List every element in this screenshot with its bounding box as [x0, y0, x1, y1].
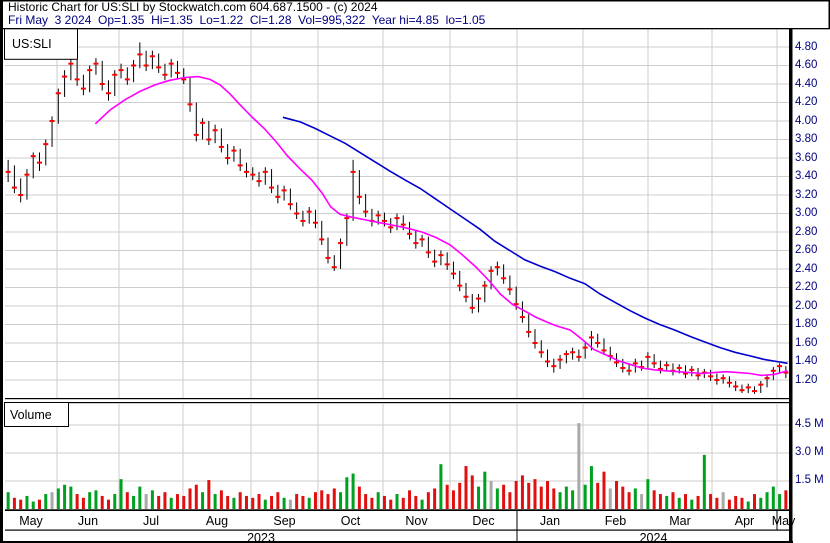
price-axis-label: 4.00: [795, 114, 818, 127]
price-axis-label: 4.40: [795, 77, 818, 90]
price-axis-label: 1.20: [795, 373, 818, 386]
quote-summary-line: Fri May 3 2024 Op=1.35 Hi=1.35 Lo=1.22 C…: [8, 13, 486, 27]
price-axis-label: 4.20: [795, 96, 818, 108]
price-axis-label: 2.40: [795, 262, 818, 275]
header-title: Historic Chart for US:SLI by Stockwatch.…: [8, 0, 378, 14]
price-axis-label: 1.80: [795, 318, 818, 330]
ohlc-bars: [5, 42, 789, 394]
price-axis-label: 2.00: [795, 299, 818, 312]
month-label: May: [771, 513, 796, 528]
symbol-label: US:SLI: [12, 37, 52, 51]
month-label: Feb: [604, 513, 627, 528]
month-label: Jul: [143, 513, 159, 528]
volume-bars: [6, 423, 788, 509]
year-label: 2024: [639, 530, 668, 543]
moving-average-lines: [94, 75, 788, 377]
month-label: Aug: [205, 513, 229, 528]
price-axis-label: 2.60: [795, 244, 818, 256]
price-axis-label: 1.40: [795, 355, 818, 367]
month-label: Apr: [734, 513, 755, 528]
month-label: Jan: [539, 513, 561, 528]
price-axis-label: 4.60: [795, 59, 818, 71]
price-axis-label: 2.20: [795, 281, 818, 293]
grid-lines: [5, 29, 789, 509]
month-label: Dec: [472, 513, 495, 528]
month-label: Nov: [405, 513, 428, 528]
price-axis-label: 2.80: [795, 225, 818, 238]
month-label: Oct: [340, 513, 361, 528]
month-label: May: [19, 513, 43, 528]
month-label: Jun: [77, 513, 99, 528]
year-label: 2023: [247, 530, 275, 543]
price-axis-label: 3.40: [795, 170, 818, 182]
price-axis-label: 3.80: [795, 133, 818, 145]
price-axis-label: 3.20: [795, 188, 818, 201]
volume-axis-label: 3.0 M: [795, 446, 824, 459]
volume-panel-label: Volume: [10, 408, 52, 422]
price-axis-label: 3.00: [795, 207, 818, 219]
volume-axis-label: 4.5 M: [795, 418, 824, 431]
volume-axis-label: 1.5 M: [795, 474, 824, 487]
price-axis-label: 4.80: [795, 40, 818, 53]
month-label: Mar: [669, 513, 691, 528]
price-axis-label: 1.60: [795, 336, 818, 349]
price-axis-label: 3.60: [795, 151, 818, 164]
month-label: Sep: [273, 513, 296, 528]
